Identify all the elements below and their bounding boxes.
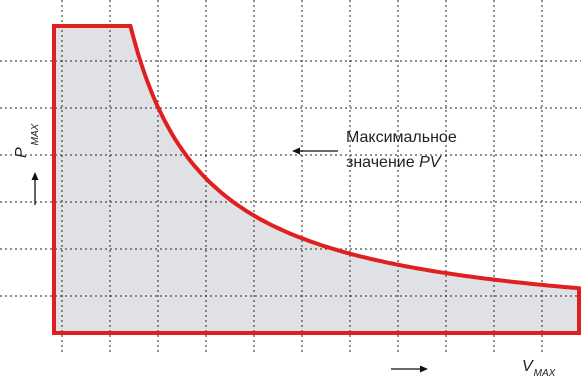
y-axis-label-sub: MAX [30,123,41,145]
annotation-line-2-prefix: значение [346,154,419,171]
svg-text:PMAX: PMAX [13,123,41,158]
pv-area-fill [54,26,579,333]
y-axis-label-main: P [13,147,30,158]
pv-limit-outline [52,24,581,335]
y-axis-label: PMAX [13,123,41,158]
x-axis-label-main: V [522,358,534,375]
x-axis-arrowhead [420,365,428,373]
annotation-line-2-italic: PV [419,154,442,171]
x-axis-label: VMAX [522,358,556,379]
annotation-arrowhead [292,147,300,155]
annotation-line-1: Максимальное [346,129,457,146]
y-axis-arrowhead [31,172,39,180]
annotation-line-2: значение PV [346,154,442,171]
x-axis-label-sub: MAX [534,368,556,379]
